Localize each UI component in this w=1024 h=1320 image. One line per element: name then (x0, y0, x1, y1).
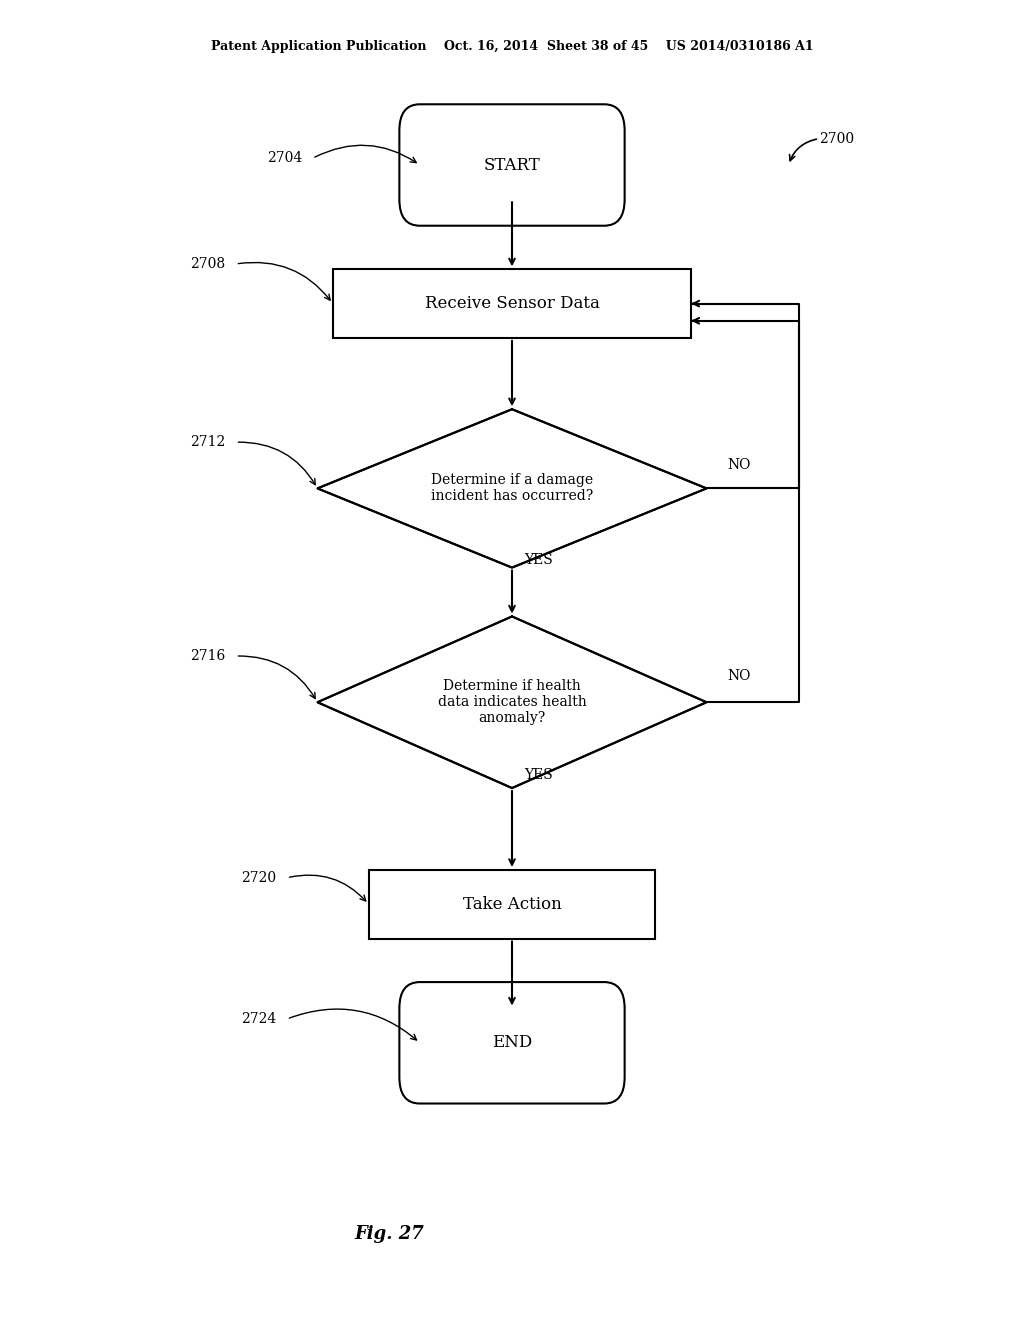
Text: 2720: 2720 (242, 871, 276, 884)
FancyBboxPatch shape (399, 104, 625, 226)
Text: 2716: 2716 (190, 649, 225, 663)
Text: END: END (492, 1035, 532, 1051)
Text: Patent Application Publication    Oct. 16, 2014  Sheet 38 of 45    US 2014/03101: Patent Application Publication Oct. 16, … (211, 40, 813, 53)
Text: Determine if a damage
incident has occurred?: Determine if a damage incident has occur… (431, 474, 593, 503)
Text: 2704: 2704 (267, 152, 302, 165)
Text: START: START (483, 157, 541, 173)
Text: NO: NO (727, 669, 751, 682)
Polygon shape (317, 616, 707, 788)
Text: 2700: 2700 (819, 132, 854, 145)
Text: Receive Sensor Data: Receive Sensor Data (425, 296, 599, 312)
FancyBboxPatch shape (333, 269, 691, 338)
Text: NO: NO (727, 458, 751, 471)
Text: YES: YES (524, 553, 553, 566)
Text: 2724: 2724 (242, 1012, 276, 1026)
FancyBboxPatch shape (369, 870, 655, 939)
Text: Fig. 27: Fig. 27 (354, 1225, 424, 1243)
Polygon shape (317, 409, 707, 568)
Text: 2712: 2712 (190, 436, 225, 449)
Text: 2708: 2708 (190, 257, 225, 271)
Text: YES: YES (524, 768, 553, 781)
FancyBboxPatch shape (399, 982, 625, 1104)
Text: Take Action: Take Action (463, 896, 561, 912)
Text: Determine if health
data indicates health
anomaly?: Determine if health data indicates healt… (437, 678, 587, 726)
